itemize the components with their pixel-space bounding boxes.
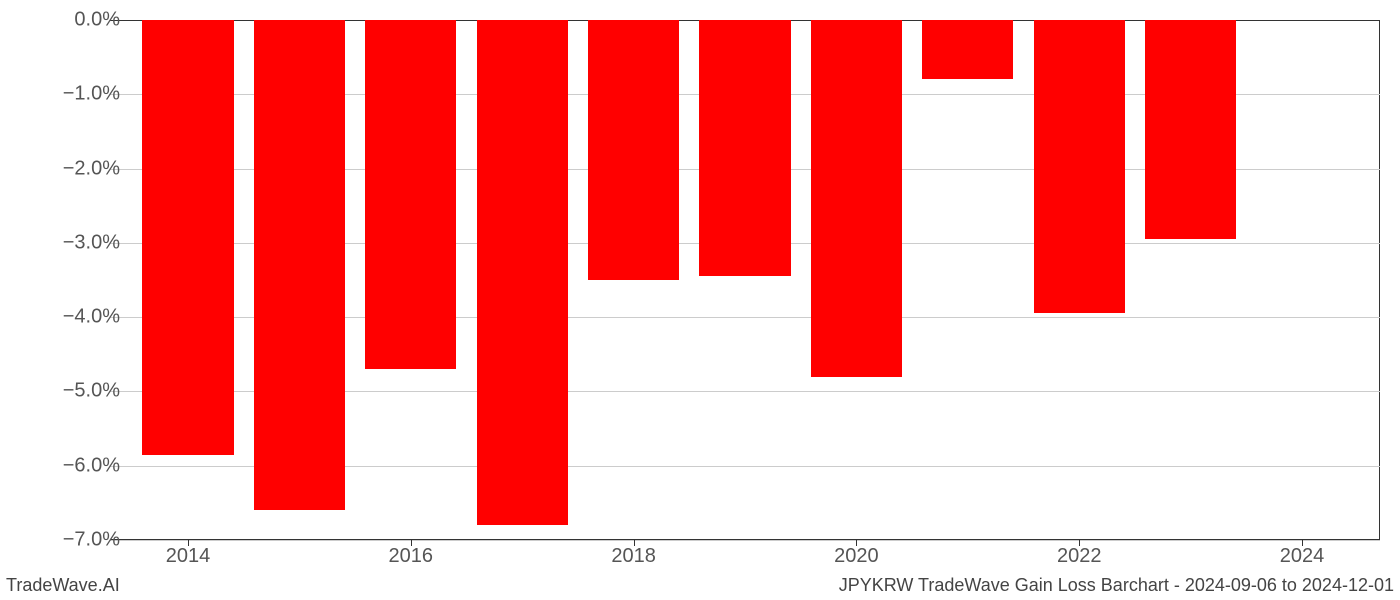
- y-tick-label: 0.0%: [20, 9, 120, 32]
- bar: [811, 20, 902, 377]
- bar: [699, 20, 790, 276]
- footer-brand: TradeWave.AI: [6, 575, 120, 596]
- bar: [922, 20, 1013, 79]
- y-tick-label: −7.0%: [20, 529, 120, 552]
- bar: [142, 20, 233, 455]
- bar: [365, 20, 456, 369]
- y-tick-label: −5.0%: [20, 380, 120, 403]
- x-tick-label: 2018: [611, 545, 656, 568]
- x-tick-label: 2016: [389, 545, 434, 568]
- bar: [477, 20, 568, 525]
- x-tick-label: 2020: [834, 545, 879, 568]
- bar: [1034, 20, 1125, 313]
- x-tick-label: 2014: [166, 545, 211, 568]
- x-tick-label: 2024: [1280, 545, 1325, 568]
- y-tick-label: −2.0%: [20, 157, 120, 180]
- footer-caption: JPYKRW TradeWave Gain Loss Barchart - 20…: [839, 575, 1394, 596]
- bar: [588, 20, 679, 280]
- y-tick-label: −4.0%: [20, 306, 120, 329]
- gridline: [110, 540, 1380, 541]
- bar: [1145, 20, 1236, 239]
- bar: [254, 20, 345, 510]
- chart-plot-area: [110, 20, 1380, 540]
- y-tick-label: −3.0%: [20, 231, 120, 254]
- x-tick-label: 2022: [1057, 545, 1102, 568]
- y-tick-label: −6.0%: [20, 454, 120, 477]
- y-tick-label: −1.0%: [20, 83, 120, 106]
